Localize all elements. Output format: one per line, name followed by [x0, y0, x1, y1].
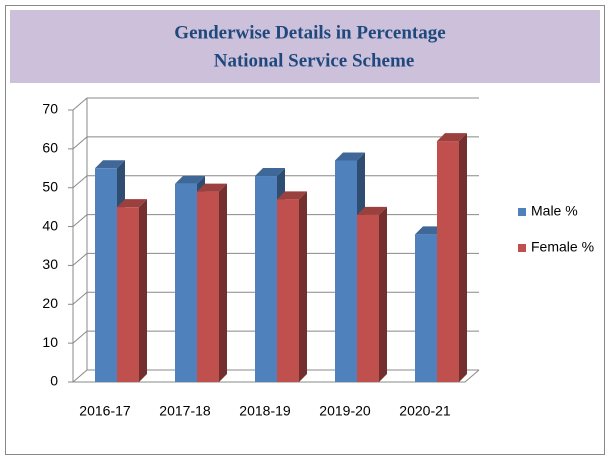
x-tick-label: 2017-18 [159, 403, 211, 419]
y-tick-label: 70 [42, 101, 58, 117]
bar-side [459, 133, 467, 382]
bar-side [139, 199, 147, 382]
legend-label: Male % [531, 203, 578, 219]
legend-swatch [518, 244, 526, 252]
bar [335, 160, 357, 382]
legend-swatch [518, 208, 526, 216]
x-tick-label: 2016-17 [79, 403, 131, 419]
y-tick-label: 10 [42, 334, 58, 350]
bar [415, 234, 437, 382]
bar-top [277, 191, 307, 200]
bar-top [255, 168, 285, 177]
y-tick-label: 30 [42, 256, 58, 272]
bar-top [437, 133, 467, 142]
bar [197, 191, 219, 382]
x-tick-label: 2018-19 [239, 403, 291, 419]
bar-top [197, 183, 227, 192]
bar-side [379, 206, 387, 382]
bar [437, 141, 459, 382]
bar-top [95, 160, 125, 169]
bar-side [219, 183, 227, 382]
bar [255, 176, 277, 382]
grid-diagonal [72, 175, 88, 189]
bar-top [117, 199, 147, 208]
bar [95, 168, 117, 382]
bar-top [335, 152, 365, 161]
grid-diagonal [72, 97, 88, 111]
chart-title: Genderwise Details in Percentage [174, 22, 445, 43]
bar [175, 183, 197, 382]
x-tick-label: 2020-21 [399, 403, 451, 419]
grid-diagonal [72, 369, 88, 383]
chart-subtitle: National Service Scheme [214, 50, 415, 71]
x-tick-label: 2019-20 [319, 403, 371, 419]
bar [357, 214, 379, 382]
y-tick-label: 20 [42, 295, 58, 311]
bar-side [299, 191, 307, 382]
bar [277, 199, 299, 382]
legend-label: Female % [531, 239, 594, 255]
grid-diagonal [72, 136, 88, 150]
y-tick-label: 0 [50, 373, 58, 389]
grid-diagonal [72, 253, 88, 266]
y-tick-label: 50 [42, 178, 58, 194]
bar [117, 207, 139, 382]
y-tick-label: 40 [42, 217, 58, 233]
grid-diagonal [72, 330, 88, 344]
grid-diagonal [72, 214, 88, 227]
bar-top [175, 175, 205, 184]
bar-top [357, 206, 387, 215]
title-box [10, 10, 600, 83]
grid-diagonal [72, 291, 88, 305]
y-tick-label: 60 [42, 140, 58, 156]
